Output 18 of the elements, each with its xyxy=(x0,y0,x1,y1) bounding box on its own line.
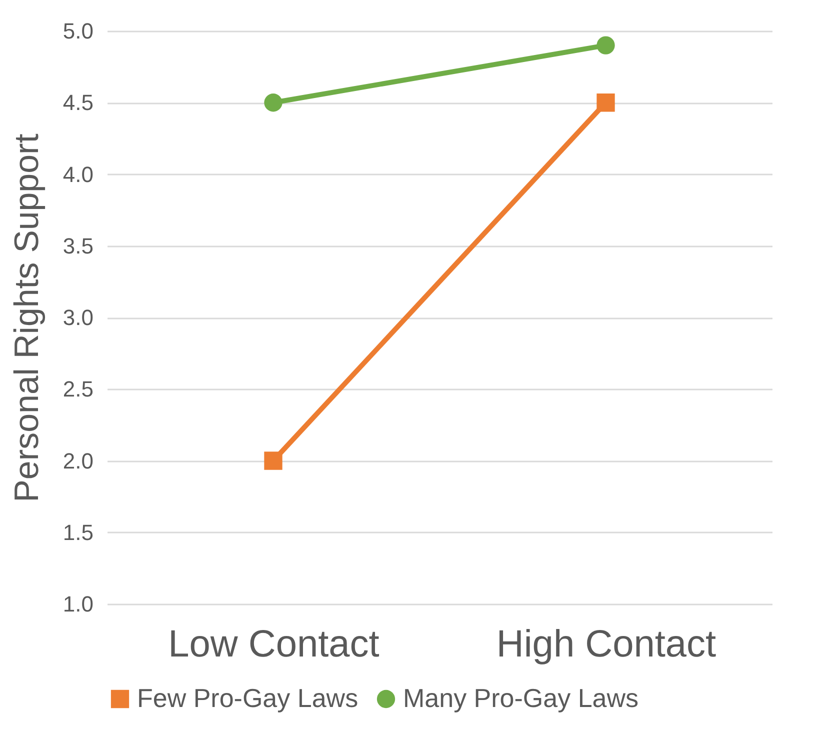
y-axis-title: Personal Rights Support xyxy=(8,133,46,502)
y-tick-label: 1.5 xyxy=(62,520,94,545)
x-tick-label: Low Contact xyxy=(168,624,380,666)
point xyxy=(264,452,282,470)
x-tick-label: High Contact xyxy=(496,624,717,666)
y-tick-label: 3.0 xyxy=(62,305,94,330)
point xyxy=(264,94,282,112)
y-tick-label: 4.0 xyxy=(62,162,94,187)
legend-label: Few Pro-Gay Laws xyxy=(137,683,358,713)
y-tick-label: 1.0 xyxy=(62,592,94,616)
y-tick-label: 5.0 xyxy=(62,18,94,44)
point xyxy=(596,94,615,112)
y-tick-label: 3.5 xyxy=(62,233,94,258)
y-tick-label: 2.0 xyxy=(62,448,94,474)
y-tick-label: 4.5 xyxy=(62,90,94,116)
point xyxy=(596,36,615,54)
legend-label: Many Pro-Gay Laws xyxy=(403,683,639,713)
y-tick-label: 2.5 xyxy=(62,376,94,402)
